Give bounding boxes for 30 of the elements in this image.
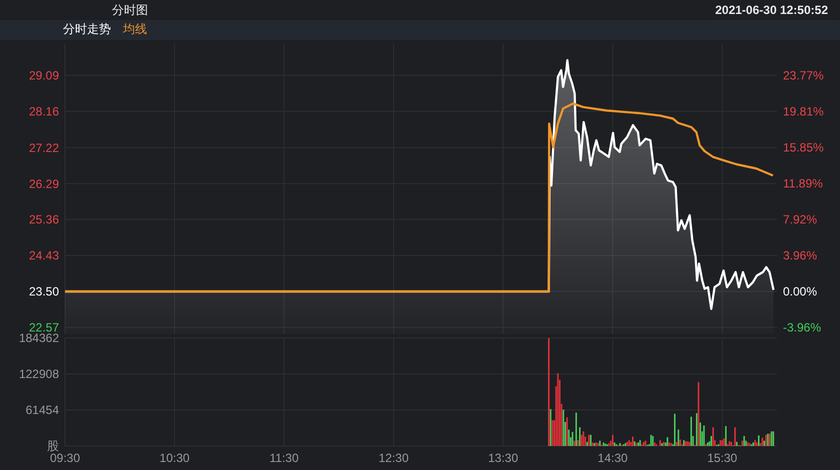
y-tick-label: 23.50 [28, 284, 60, 299]
y2-tick-label: 3.96% [783, 248, 818, 263]
y-tick-label: 29.09 [28, 68, 60, 83]
y-tick-label: 26.29 [28, 176, 60, 191]
line-series [64, 102, 774, 293]
y-tick-label: 股 [47, 439, 59, 454]
y2-tick-label: 15.85% [783, 140, 824, 155]
x-tick-label: 15:30 [707, 451, 738, 465]
y-tick-label: 122908 [18, 367, 60, 382]
y2-tick-label: 7.92% [783, 212, 818, 227]
y-tick-label: 61454 [26, 403, 60, 418]
y2-tick-label: -3.96% [783, 320, 822, 335]
x-tick-label: 10:30 [160, 451, 190, 465]
x-tick-label: 14:30 [598, 451, 628, 465]
y-tick-label: 27.22 [28, 140, 60, 155]
y2-tick-label: 11.89% [783, 176, 824, 191]
text: 2021-06-30 12:50:52 [715, 3, 828, 17]
y-tick-label: 24.43 [28, 248, 60, 263]
x-tick-label: 11:30 [270, 451, 299, 465]
text: 分时走势 [63, 22, 111, 36]
y2-tick-label: 19.81% [783, 104, 824, 119]
y2-tick-label: 23.77% [783, 68, 824, 83]
chart-title: 分时图 [112, 3, 148, 17]
x-tick-label: 13:30 [488, 451, 518, 465]
x-tick-label: 12:30 [378, 451, 409, 465]
text: 均线 [122, 22, 147, 36]
y-tick-label: 28.16 [28, 104, 60, 118]
y2-tick-label: 0.00% [783, 284, 818, 299]
y-tick-label: 25.36 [28, 212, 60, 227]
x-tick-label: 09:30 [50, 451, 80, 465]
